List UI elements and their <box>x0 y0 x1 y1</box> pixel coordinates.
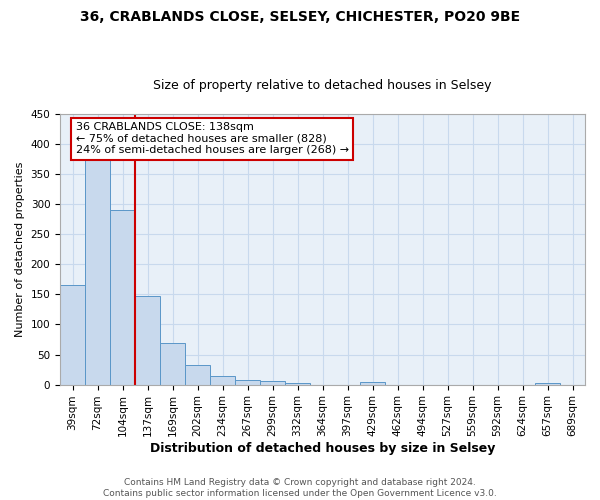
Bar <box>85 159 110 384</box>
Title: Size of property relative to detached houses in Selsey: Size of property relative to detached ho… <box>153 79 492 92</box>
Bar <box>210 376 235 384</box>
Bar <box>535 383 560 384</box>
Bar <box>360 382 385 384</box>
Bar <box>285 383 310 384</box>
Bar <box>260 381 285 384</box>
Y-axis label: Number of detached properties: Number of detached properties <box>15 162 25 337</box>
X-axis label: Distribution of detached houses by size in Selsey: Distribution of detached houses by size … <box>150 442 495 455</box>
Text: Contains HM Land Registry data © Crown copyright and database right 2024.
Contai: Contains HM Land Registry data © Crown c… <box>103 478 497 498</box>
Bar <box>135 296 160 384</box>
Bar <box>110 210 135 384</box>
Text: 36 CRABLANDS CLOSE: 138sqm
← 75% of detached houses are smaller (828)
24% of sem: 36 CRABLANDS CLOSE: 138sqm ← 75% of deta… <box>76 122 349 156</box>
Text: 36, CRABLANDS CLOSE, SELSEY, CHICHESTER, PO20 9BE: 36, CRABLANDS CLOSE, SELSEY, CHICHESTER,… <box>80 10 520 24</box>
Bar <box>160 342 185 384</box>
Bar <box>60 286 85 384</box>
Bar <box>185 365 210 384</box>
Bar <box>235 380 260 384</box>
